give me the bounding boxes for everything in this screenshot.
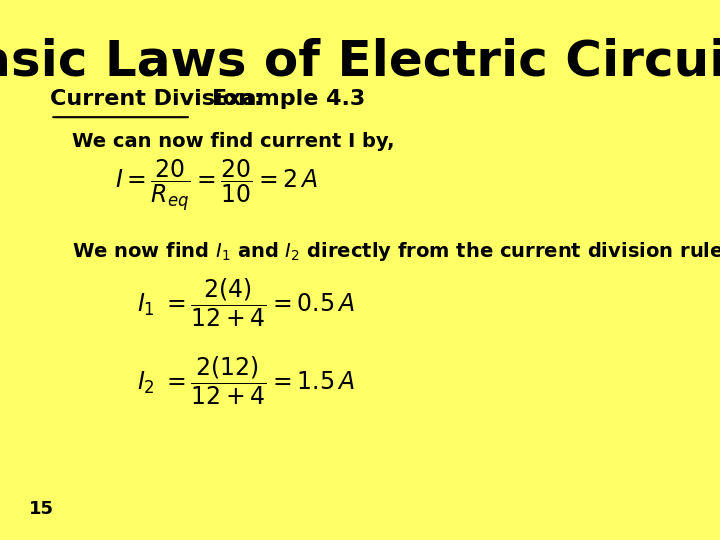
Text: Example 4.3: Example 4.3 (212, 89, 366, 109)
Text: We can now find current I by,: We can now find current I by, (72, 132, 395, 151)
Text: Current Division:: Current Division: (50, 89, 263, 109)
Text: $I_1 \; = \dfrac{2(4)}{12+4} = 0.5\,A$: $I_1 \; = \dfrac{2(4)}{12+4} = 0.5\,A$ (137, 276, 354, 328)
Text: $I = \dfrac{20}{R_{eq}} = \dfrac{20}{10} = 2\,A$: $I = \dfrac{20}{R_{eq}} = \dfrac{20}{10}… (115, 158, 318, 214)
Text: We now find $I_1$ and $I_2$ directly from the current division rule:: We now find $I_1$ and $I_2$ directly fro… (72, 240, 720, 264)
Text: $I_2 \; = \dfrac{2(12)}{12+4} = 1.5\,A$: $I_2 \; = \dfrac{2(12)}{12+4} = 1.5\,A$ (137, 355, 354, 407)
Text: Basic Laws of Electric Circuits: Basic Laws of Electric Circuits (0, 38, 720, 86)
Text: 15: 15 (29, 501, 54, 518)
